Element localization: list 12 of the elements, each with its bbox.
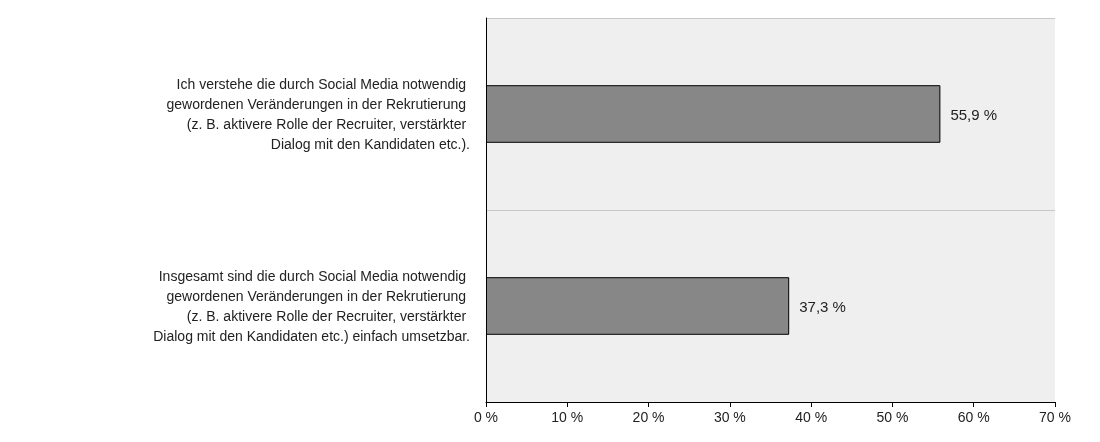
y-tick-label: Insgesamt sind die durch Social Media notwendig gewordenen Veränderungen in der Rekrutierung (z. B. aktivere Rolle der Recruiter, verstärkter Dialog mit den Kandidaten etc.) einfach umsetzbar.: [153, 268, 470, 344]
x-tick-label: 60 %: [957, 409, 990, 425]
data-label: 55,9 %: [950, 105, 998, 123]
x-tick-label: 0 %: [473, 409, 499, 425]
x-tick-label: 40 %: [795, 409, 828, 425]
x-tick-label: 50 %: [876, 409, 909, 425]
y-tick-label: Ich verstehe die durch Social Media notwendig gewordenen Veränderungen in der Rekrutierung (z. B. aktivere Rolle der Recruiter, verstärkter Dialog mit den Kandidaten etc.).: [166, 76, 470, 152]
x-tick-label: 70 %: [1039, 409, 1071, 425]
data-label: 37,3 %: [799, 297, 846, 315]
x-tick-label: 10 %: [551, 409, 584, 425]
x-tick-label: 20 %: [632, 409, 665, 425]
x-tick-label: 30 %: [713, 409, 746, 425]
